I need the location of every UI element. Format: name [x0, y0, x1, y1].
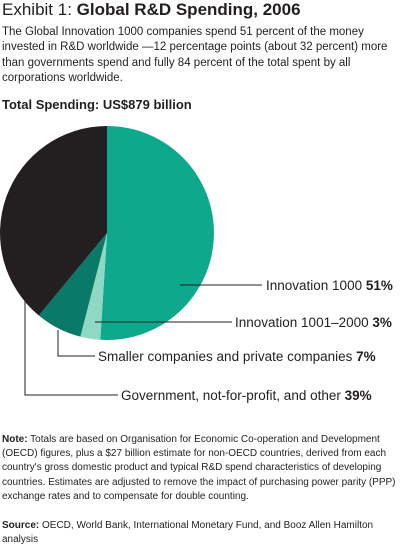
pie-slice-innovation-1000	[100, 126, 214, 341]
slice-label-percent: 7%	[356, 349, 376, 364]
leader-line	[24, 300, 118, 396]
pie-slice-innovation-1001-2000	[80, 233, 107, 340]
leader-line	[57, 330, 95, 357]
slice-label-innovation-1000: Innovation 1000 51%	[266, 278, 393, 294]
pie-slice-government	[0, 126, 108, 316]
slice-label-text: Innovation 1001–2000	[235, 315, 369, 330]
exhibit-label: Exhibit 1:	[2, 0, 72, 19]
slice-label-text: Government, not-for-profit, and other	[121, 388, 341, 403]
slice-label-smaller-companies: Smaller companies and private companies …	[98, 349, 376, 365]
source-lead: Source:	[2, 520, 40, 531]
pie-slice-smaller-companies	[38, 233, 107, 337]
exhibit-title: Exhibit 1: Global R&D Spending, 2006	[2, 0, 301, 20]
note-lead: Note:	[2, 434, 28, 445]
slice-label-percent: 39%	[344, 388, 372, 403]
note-text: Totals are based on Organisation for Eco…	[2, 434, 396, 502]
pie-chart	[0, 126, 262, 396]
slice-label-percent: 3%	[372, 315, 392, 330]
note: Note: Totals are based on Organisation f…	[2, 433, 398, 504]
slice-label-percent: 51%	[365, 278, 393, 293]
chart-title: Total Spending: US$879 billion	[2, 97, 192, 112]
slice-label-government: Government, not-for-profit, and other 39…	[121, 388, 372, 404]
slice-label-text: Smaller companies and private companies	[98, 349, 353, 364]
source: Source: OECD, World Bank, International …	[2, 519, 382, 547]
exhibit-heading: Global R&D Spending, 2006	[76, 0, 301, 19]
source-text: OECD, World Bank, International Monetary…	[2, 520, 374, 546]
intro-paragraph: The Global Innovation 1000 companies spe…	[2, 26, 388, 84]
slice-label-text: Innovation 1000	[266, 278, 363, 293]
slice-label-innovation-1001-2000: Innovation 1001–2000 3%	[235, 315, 392, 331]
